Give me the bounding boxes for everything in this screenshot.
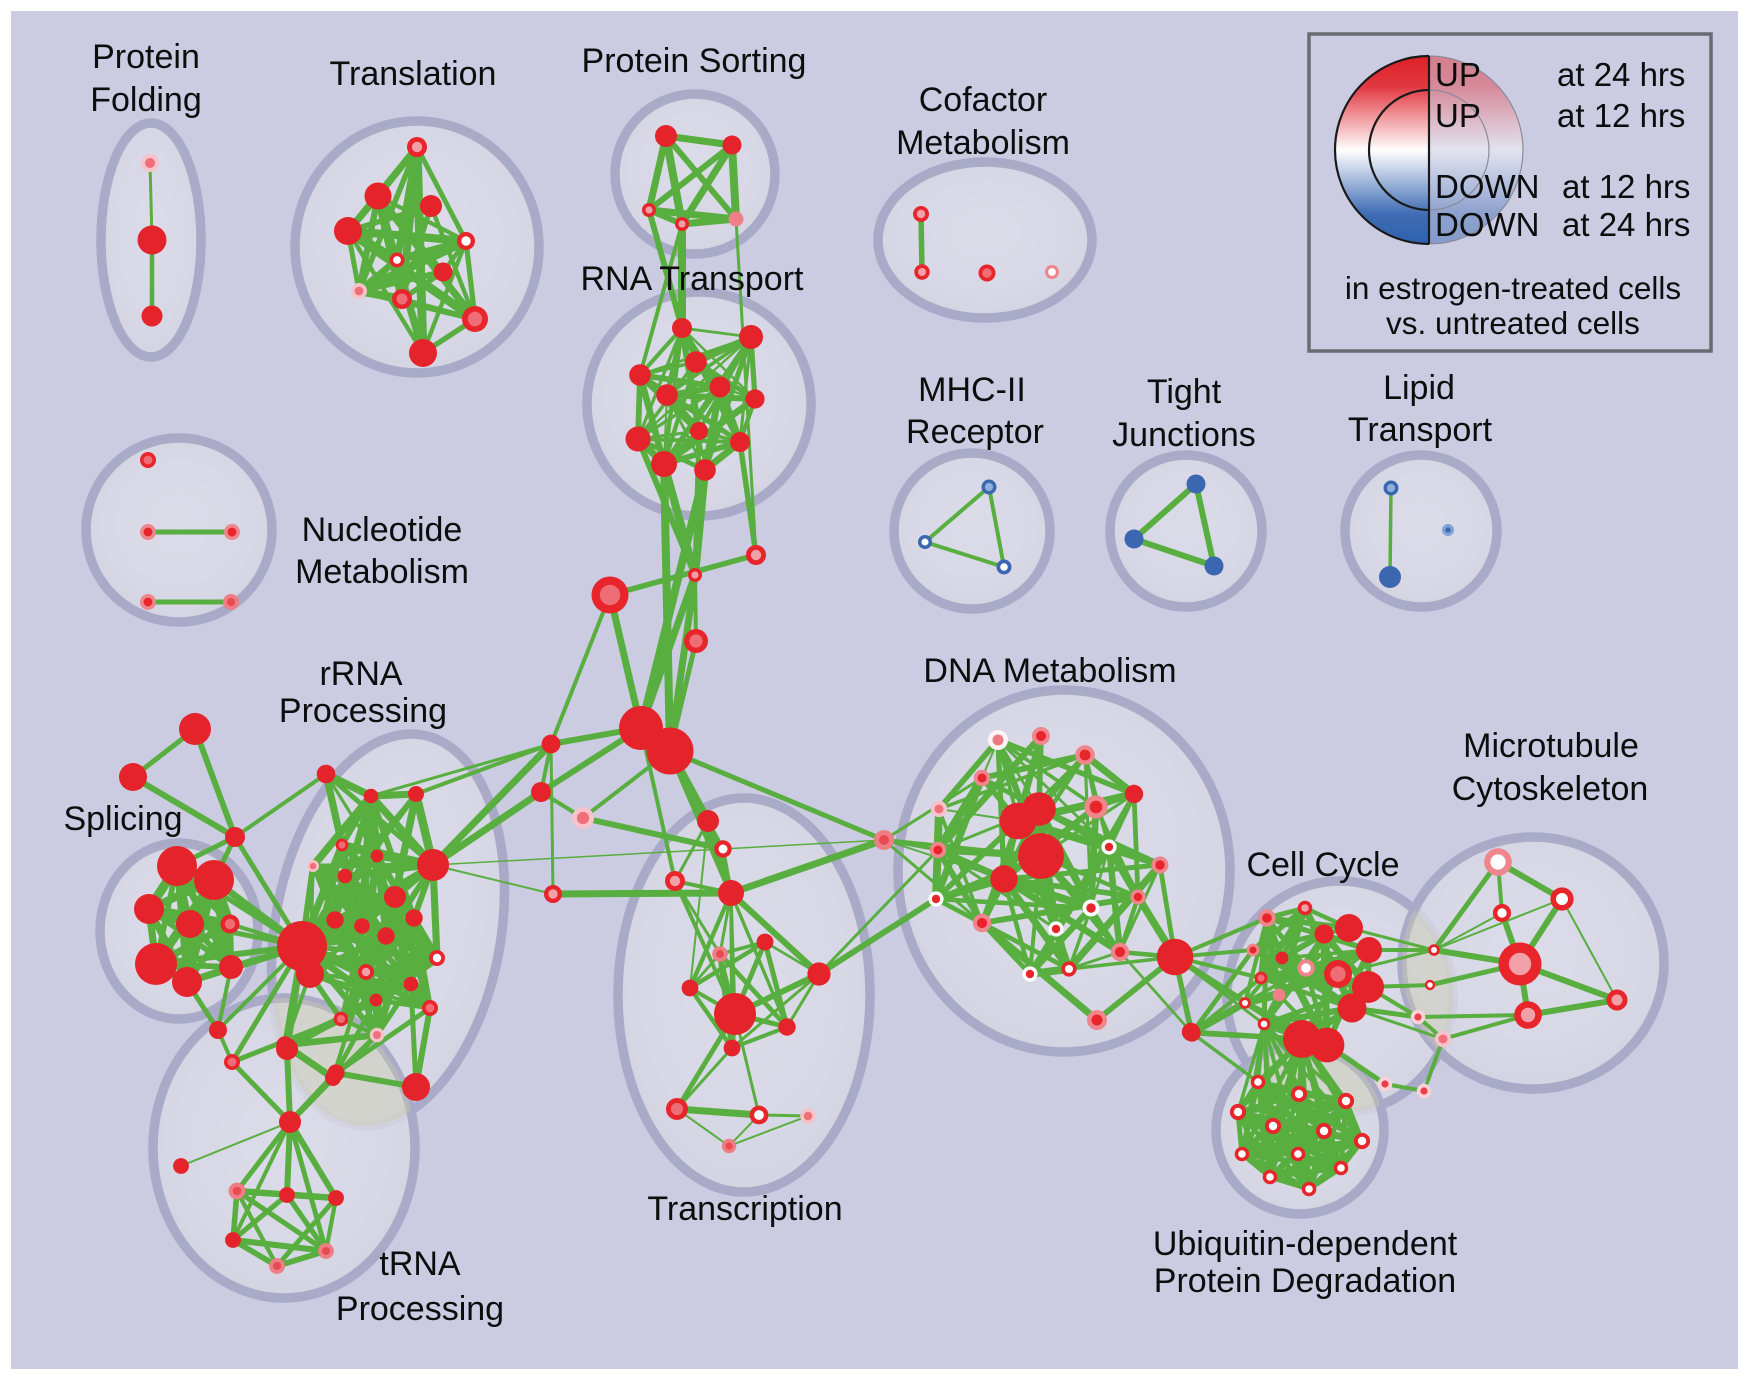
svg-text:Processing: Processing xyxy=(279,692,447,730)
svg-text:Cytoskeleton: Cytoskeleton xyxy=(1452,770,1649,808)
svg-text:in estrogen-treated cells: in estrogen-treated cells xyxy=(1345,270,1681,306)
svg-text:at 12 hrs: at 12 hrs xyxy=(1562,168,1690,205)
svg-text:Folding: Folding xyxy=(90,81,202,119)
svg-text:MHC-II: MHC-II xyxy=(918,371,1026,409)
svg-text:DNA Metabolism: DNA Metabolism xyxy=(923,652,1176,690)
svg-text:Transport: Transport xyxy=(1348,411,1493,449)
svg-text:Microtubule: Microtubule xyxy=(1463,727,1639,765)
svg-text:at 12 hrs: at 12 hrs xyxy=(1557,97,1685,134)
svg-text:RNA Transport: RNA Transport xyxy=(581,260,805,298)
svg-text:UP: UP xyxy=(1435,56,1481,93)
svg-text:Ubiquitin-dependent: Ubiquitin-dependent xyxy=(1153,1225,1458,1263)
svg-text:Cell Cycle: Cell Cycle xyxy=(1246,846,1399,884)
svg-text:Tight: Tight xyxy=(1147,373,1222,411)
svg-text:Receptor: Receptor xyxy=(906,413,1044,451)
svg-text:tRNA: tRNA xyxy=(379,1245,461,1283)
svg-text:DOWN: DOWN xyxy=(1435,168,1539,205)
svg-text:vs. untreated cells: vs. untreated cells xyxy=(1386,305,1640,341)
svg-text:Metabolism: Metabolism xyxy=(896,124,1070,162)
svg-text:Processing: Processing xyxy=(336,1290,504,1328)
svg-text:Protein Degradation: Protein Degradation xyxy=(1154,1262,1456,1300)
svg-text:Cofactor: Cofactor xyxy=(919,81,1048,119)
svg-text:UP: UP xyxy=(1435,97,1481,134)
svg-text:Splicing: Splicing xyxy=(63,800,182,838)
svg-text:Lipid: Lipid xyxy=(1383,369,1455,407)
svg-text:Transcription: Transcription xyxy=(647,1190,842,1228)
svg-text:at 24 hrs: at 24 hrs xyxy=(1562,206,1690,243)
svg-text:Junctions: Junctions xyxy=(1112,416,1256,454)
svg-text:Nucleotide: Nucleotide xyxy=(302,511,463,549)
svg-text:at 24 hrs: at 24 hrs xyxy=(1557,56,1685,93)
svg-text:DOWN: DOWN xyxy=(1435,206,1539,243)
svg-text:Translation: Translation xyxy=(330,55,497,93)
svg-text:Metabolism: Metabolism xyxy=(295,553,469,591)
svg-text:rRNA: rRNA xyxy=(319,655,402,693)
svg-text:Protein Sorting: Protein Sorting xyxy=(582,42,807,80)
svg-text:Protein: Protein xyxy=(92,38,200,76)
